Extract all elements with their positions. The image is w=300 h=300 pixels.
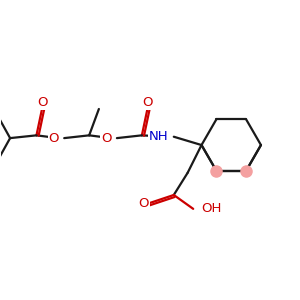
Text: O: O — [139, 197, 149, 210]
Text: OH: OH — [201, 202, 221, 215]
Text: O: O — [49, 132, 59, 145]
Text: NH: NH — [149, 130, 169, 143]
Text: O: O — [37, 95, 47, 109]
Text: O: O — [101, 132, 112, 145]
Text: O: O — [142, 95, 153, 109]
